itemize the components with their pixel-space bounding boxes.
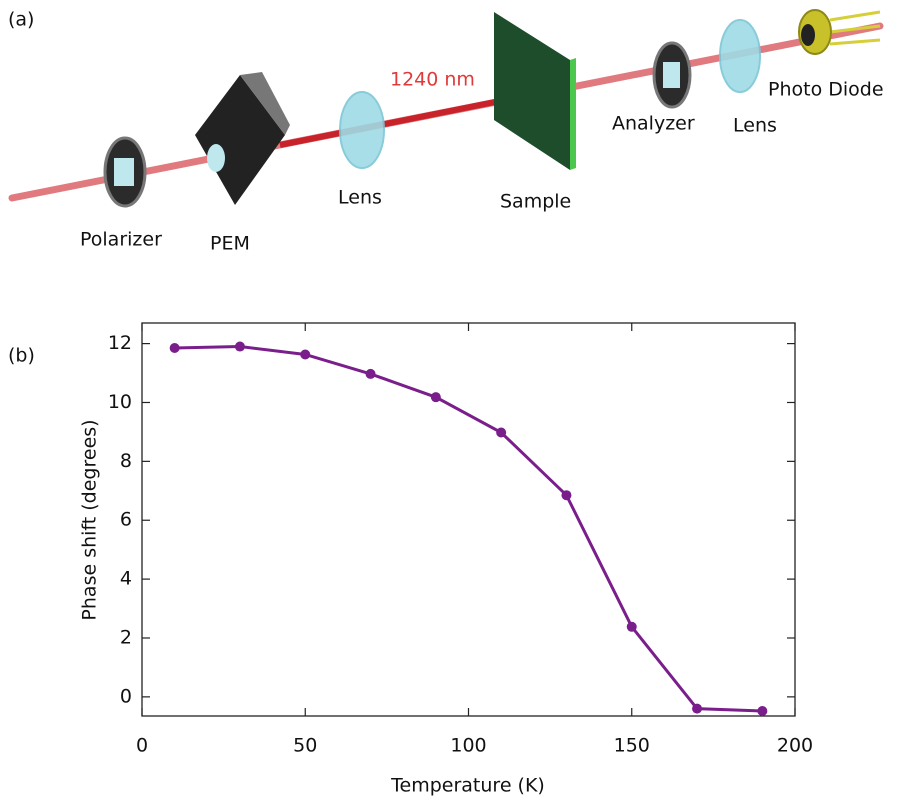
sample-edge <box>570 58 576 170</box>
diode-pin <box>829 24 881 34</box>
data-point <box>757 705 768 716</box>
data-point <box>430 392 441 403</box>
component-label: Lens <box>338 187 382 209</box>
y-tick-label: 4 <box>120 568 132 590</box>
beam-label: 1240 nm <box>390 69 475 91</box>
panel-label: (b) <box>8 345 35 367</box>
pem <box>195 75 285 205</box>
component-label: Photo Diode <box>768 79 884 101</box>
pem-window <box>207 144 225 172</box>
x-tick-label: 200 <box>777 735 813 757</box>
lens <box>339 91 385 169</box>
diode-window <box>801 24 815 46</box>
x-axis-title: Temperature (K) <box>390 775 545 797</box>
component-label: Analyzer <box>612 113 695 135</box>
x-tick-label: 0 <box>136 735 148 757</box>
component-label: Sample <box>500 191 571 213</box>
y-tick-label: 12 <box>108 332 132 354</box>
analyzer-window <box>663 62 680 88</box>
polarizer-window <box>114 158 134 186</box>
y-tick-label: 8 <box>120 450 132 472</box>
data-line <box>174 345 763 713</box>
lens <box>719 19 761 93</box>
y-axis-title: Phase shift (degrees) <box>79 419 101 620</box>
plot-frame <box>141 322 796 717</box>
component-label: Lens <box>733 115 777 137</box>
data-point <box>365 368 376 379</box>
pem-side <box>240 72 290 135</box>
data-point <box>626 621 637 632</box>
laser-beam-bright <box>279 92 531 148</box>
component-label: Polarizer <box>80 229 162 251</box>
sample <box>494 12 570 170</box>
diode-pin <box>829 38 881 46</box>
y-tick-label: 2 <box>120 626 132 648</box>
y-tick-label: 10 <box>108 391 132 413</box>
data-point <box>692 703 703 714</box>
panel-label: (a) <box>8 9 34 31</box>
setup-diagram: (a) 1240 nm Polarizer PEM Lens Sample An… <box>8 9 884 255</box>
x-tick-label: 50 <box>293 735 317 757</box>
x-tick-label: 150 <box>614 735 650 757</box>
plot-area: 0 50 100 150 200 0 2 4 6 8 10 12 <box>108 323 813 757</box>
data-point <box>496 427 507 438</box>
data-point <box>234 341 245 352</box>
y-tick-label: 0 <box>120 685 132 707</box>
x-tick-label: 100 <box>450 735 486 757</box>
y-tick-label: 6 <box>120 509 132 531</box>
data-point <box>561 490 572 501</box>
data-point <box>169 343 180 354</box>
diode-pin <box>829 10 881 22</box>
data-point <box>300 349 311 360</box>
component-label: PEM <box>210 233 250 255</box>
